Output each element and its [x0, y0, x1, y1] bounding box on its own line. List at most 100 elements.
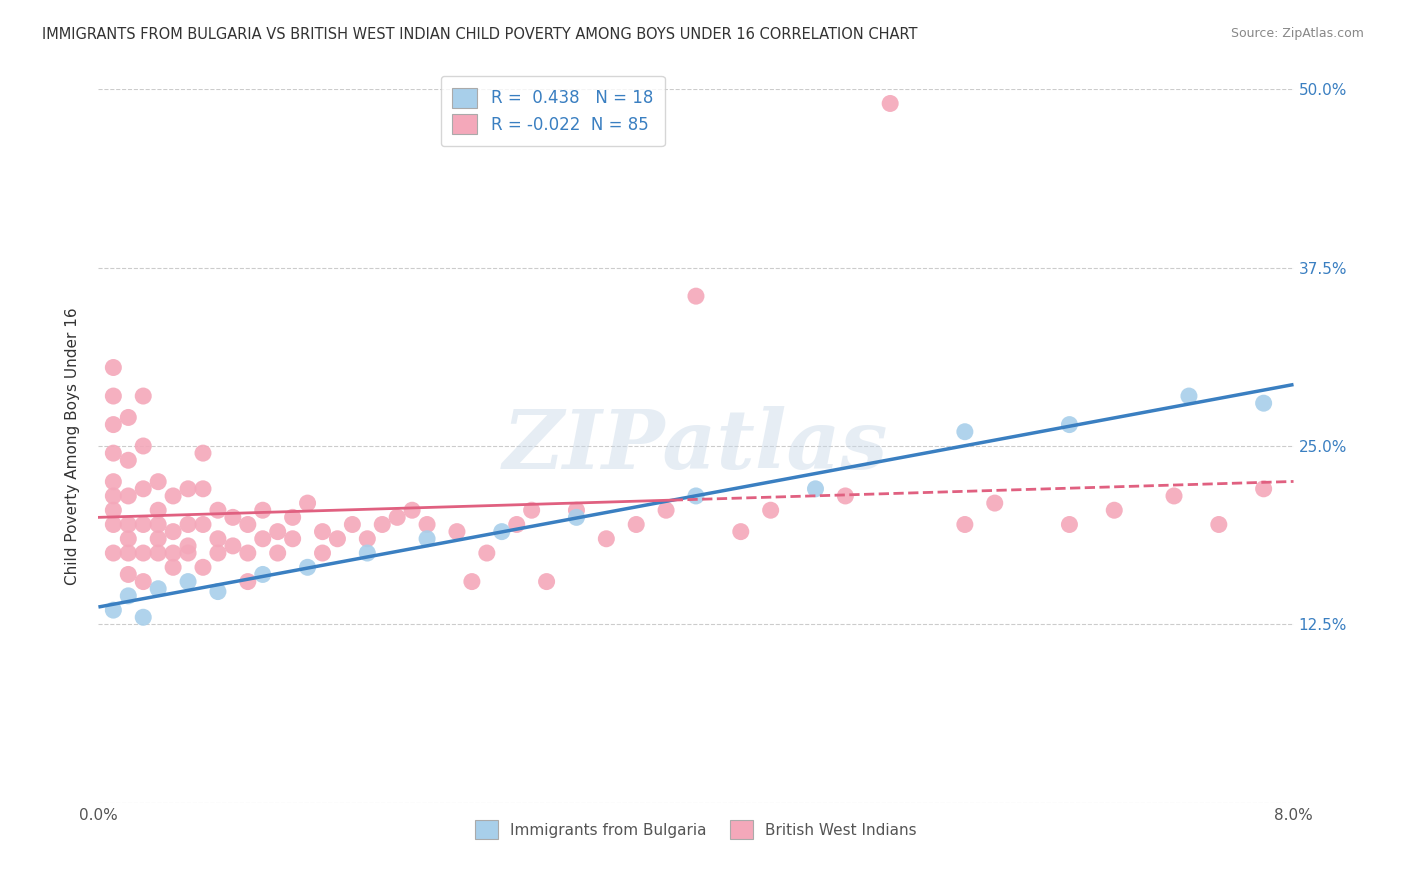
Point — [103, 446, 125, 460]
Point — [103, 603, 125, 617]
Point — [759, 503, 782, 517]
Point — [162, 560, 184, 574]
Point — [475, 546, 498, 560]
Point — [132, 439, 155, 453]
Point — [117, 489, 139, 503]
Point — [148, 475, 170, 489]
Point — [252, 503, 274, 517]
Point — [267, 546, 290, 560]
Point — [103, 489, 125, 503]
Point — [222, 510, 245, 524]
Point — [177, 539, 200, 553]
Point — [1178, 389, 1201, 403]
Point — [103, 503, 125, 517]
Point — [148, 532, 170, 546]
Point — [148, 582, 170, 596]
Point — [416, 517, 439, 532]
Point — [103, 417, 125, 432]
Legend: Immigrants from Bulgaria, British West Indians: Immigrants from Bulgaria, British West I… — [470, 814, 922, 845]
Point — [117, 589, 139, 603]
Point — [401, 503, 423, 517]
Point — [103, 517, 125, 532]
Point — [1253, 482, 1275, 496]
Point — [117, 546, 139, 560]
Point — [191, 517, 214, 532]
Point — [177, 517, 200, 532]
Point — [132, 389, 155, 403]
Point — [281, 510, 304, 524]
Point — [207, 503, 229, 517]
Point — [117, 517, 139, 532]
Point — [1163, 489, 1185, 503]
Point — [117, 453, 139, 467]
Point — [191, 560, 214, 574]
Point — [685, 289, 707, 303]
Point — [207, 584, 229, 599]
Point — [132, 517, 155, 532]
Point — [953, 425, 976, 439]
Point — [148, 503, 170, 517]
Point — [326, 532, 349, 546]
Point — [162, 524, 184, 539]
Point — [222, 539, 245, 553]
Point — [953, 517, 976, 532]
Point — [311, 546, 333, 560]
Point — [385, 510, 409, 524]
Point — [148, 546, 170, 560]
Point — [191, 446, 214, 460]
Point — [520, 503, 543, 517]
Point — [132, 482, 155, 496]
Point — [162, 546, 184, 560]
Point — [236, 546, 259, 560]
Point — [177, 546, 200, 560]
Point — [1104, 503, 1126, 517]
Text: ZIPatlas: ZIPatlas — [503, 406, 889, 486]
Point — [506, 517, 529, 532]
Point — [834, 489, 856, 503]
Point — [461, 574, 484, 589]
Point — [371, 517, 394, 532]
Point — [103, 475, 125, 489]
Point — [879, 96, 901, 111]
Point — [236, 517, 259, 532]
Point — [804, 482, 827, 496]
Point — [416, 532, 439, 546]
Point — [730, 524, 752, 539]
Text: Source: ZipAtlas.com: Source: ZipAtlas.com — [1230, 27, 1364, 40]
Point — [267, 524, 290, 539]
Point — [356, 546, 378, 560]
Point — [103, 360, 125, 375]
Y-axis label: Child Poverty Among Boys Under 16: Child Poverty Among Boys Under 16 — [65, 307, 80, 585]
Point — [297, 496, 319, 510]
Point — [177, 482, 200, 496]
Point — [1253, 396, 1275, 410]
Point — [984, 496, 1007, 510]
Point — [446, 524, 468, 539]
Text: IMMIGRANTS FROM BULGARIA VS BRITISH WEST INDIAN CHILD POVERTY AMONG BOYS UNDER 1: IMMIGRANTS FROM BULGARIA VS BRITISH WEST… — [42, 27, 918, 42]
Point — [311, 524, 333, 539]
Point — [103, 389, 125, 403]
Point — [342, 517, 364, 532]
Point — [626, 517, 648, 532]
Point — [252, 567, 274, 582]
Point — [177, 574, 200, 589]
Point — [1208, 517, 1230, 532]
Point — [207, 532, 229, 546]
Point — [252, 532, 274, 546]
Point — [103, 546, 125, 560]
Point — [1059, 517, 1081, 532]
Point — [162, 489, 184, 503]
Point — [117, 567, 139, 582]
Point — [685, 489, 707, 503]
Point — [297, 560, 319, 574]
Point — [117, 532, 139, 546]
Point — [117, 410, 139, 425]
Point — [655, 503, 678, 517]
Point — [281, 532, 304, 546]
Point — [148, 517, 170, 532]
Point — [1059, 417, 1081, 432]
Point — [565, 503, 588, 517]
Point — [236, 574, 259, 589]
Point — [132, 610, 155, 624]
Point — [565, 510, 588, 524]
